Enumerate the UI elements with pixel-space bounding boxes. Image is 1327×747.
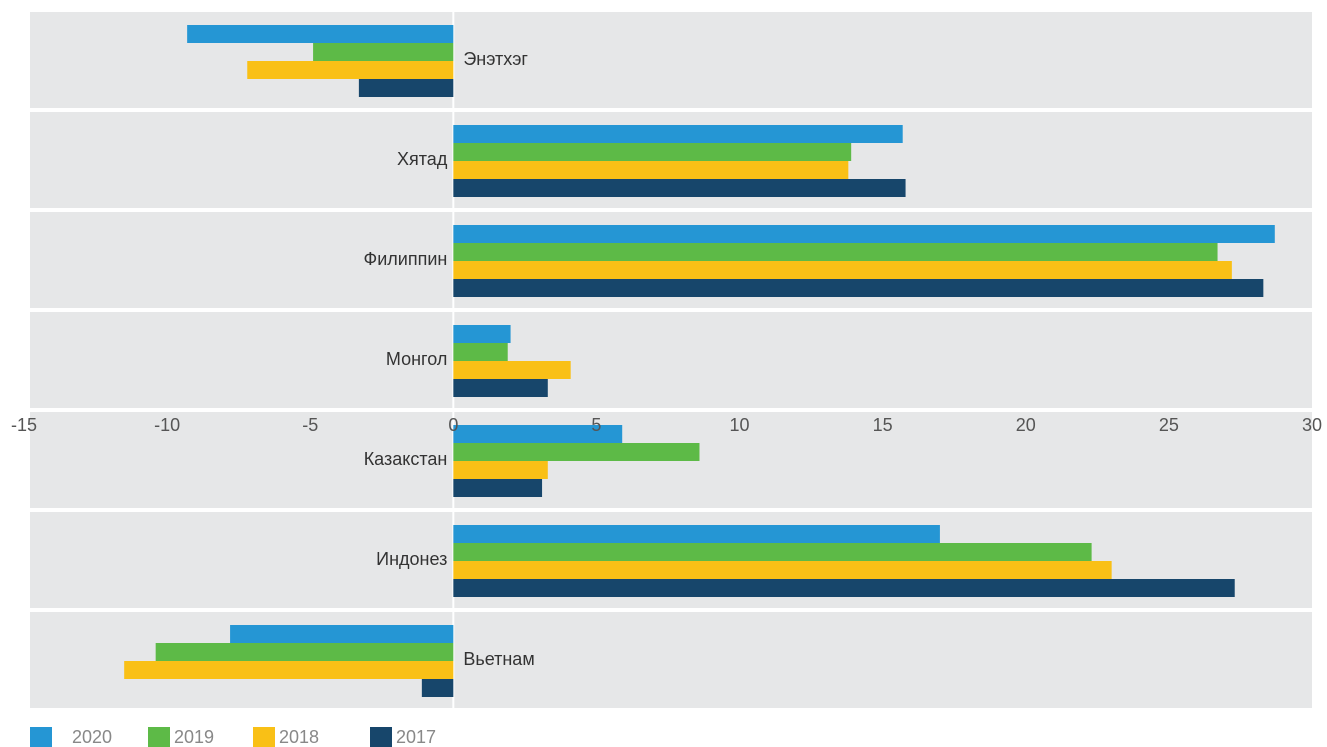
bar — [453, 125, 903, 143]
bar — [453, 479, 543, 497]
bar — [453, 561, 1112, 579]
bar — [453, 325, 511, 343]
x-tick-label: 20 — [1016, 415, 1036, 435]
legend-swatch — [30, 727, 52, 747]
category-label: Индонез — [376, 549, 447, 569]
category-label: Монгол — [386, 349, 447, 369]
bar — [453, 279, 1264, 297]
category-label: Казакстан — [364, 449, 448, 469]
bar — [453, 261, 1232, 279]
legend-label: 2017 — [396, 727, 436, 747]
bar — [453, 179, 906, 197]
bar — [230, 625, 454, 643]
bar — [453, 525, 940, 543]
category-label: Энэтхэг — [463, 49, 528, 69]
bar — [453, 225, 1275, 243]
bar — [453, 543, 1092, 561]
bar — [187, 25, 454, 43]
bar — [453, 361, 571, 379]
category-panel — [30, 312, 1312, 408]
legend-swatch — [370, 727, 392, 747]
bar — [453, 243, 1218, 261]
x-tick-label: -10 — [154, 415, 180, 435]
category-label: Вьетнам — [463, 649, 534, 669]
x-tick-label: 15 — [873, 415, 893, 435]
bar — [313, 43, 454, 61]
x-tick-label: 10 — [730, 415, 750, 435]
bar — [421, 679, 454, 697]
legend-swatch — [253, 727, 275, 747]
x-tick-label: -15 — [11, 415, 37, 435]
category-label: Филиппин — [364, 249, 448, 269]
bar — [453, 443, 700, 461]
bar — [453, 379, 548, 397]
bar — [155, 643, 454, 661]
bar — [453, 143, 852, 161]
bar — [453, 425, 623, 443]
legend-label: 2020 — [72, 727, 112, 747]
legend-swatch — [148, 727, 170, 747]
bar — [124, 661, 454, 679]
legend-label: 2019 — [174, 727, 214, 747]
bar — [453, 343, 508, 361]
x-tick-label: 5 — [591, 415, 601, 435]
bar — [453, 461, 548, 479]
category-label: Хятад — [397, 149, 448, 169]
bar — [358, 79, 454, 97]
x-tick-label: -5 — [302, 415, 318, 435]
x-tick-label: 25 — [1159, 415, 1179, 435]
x-tick-label: 30 — [1302, 415, 1322, 435]
x-tick-label: 0 — [448, 415, 458, 435]
bar — [453, 161, 849, 179]
bar — [453, 579, 1235, 597]
bar — [247, 61, 454, 79]
legend-label: 2018 — [279, 727, 319, 747]
